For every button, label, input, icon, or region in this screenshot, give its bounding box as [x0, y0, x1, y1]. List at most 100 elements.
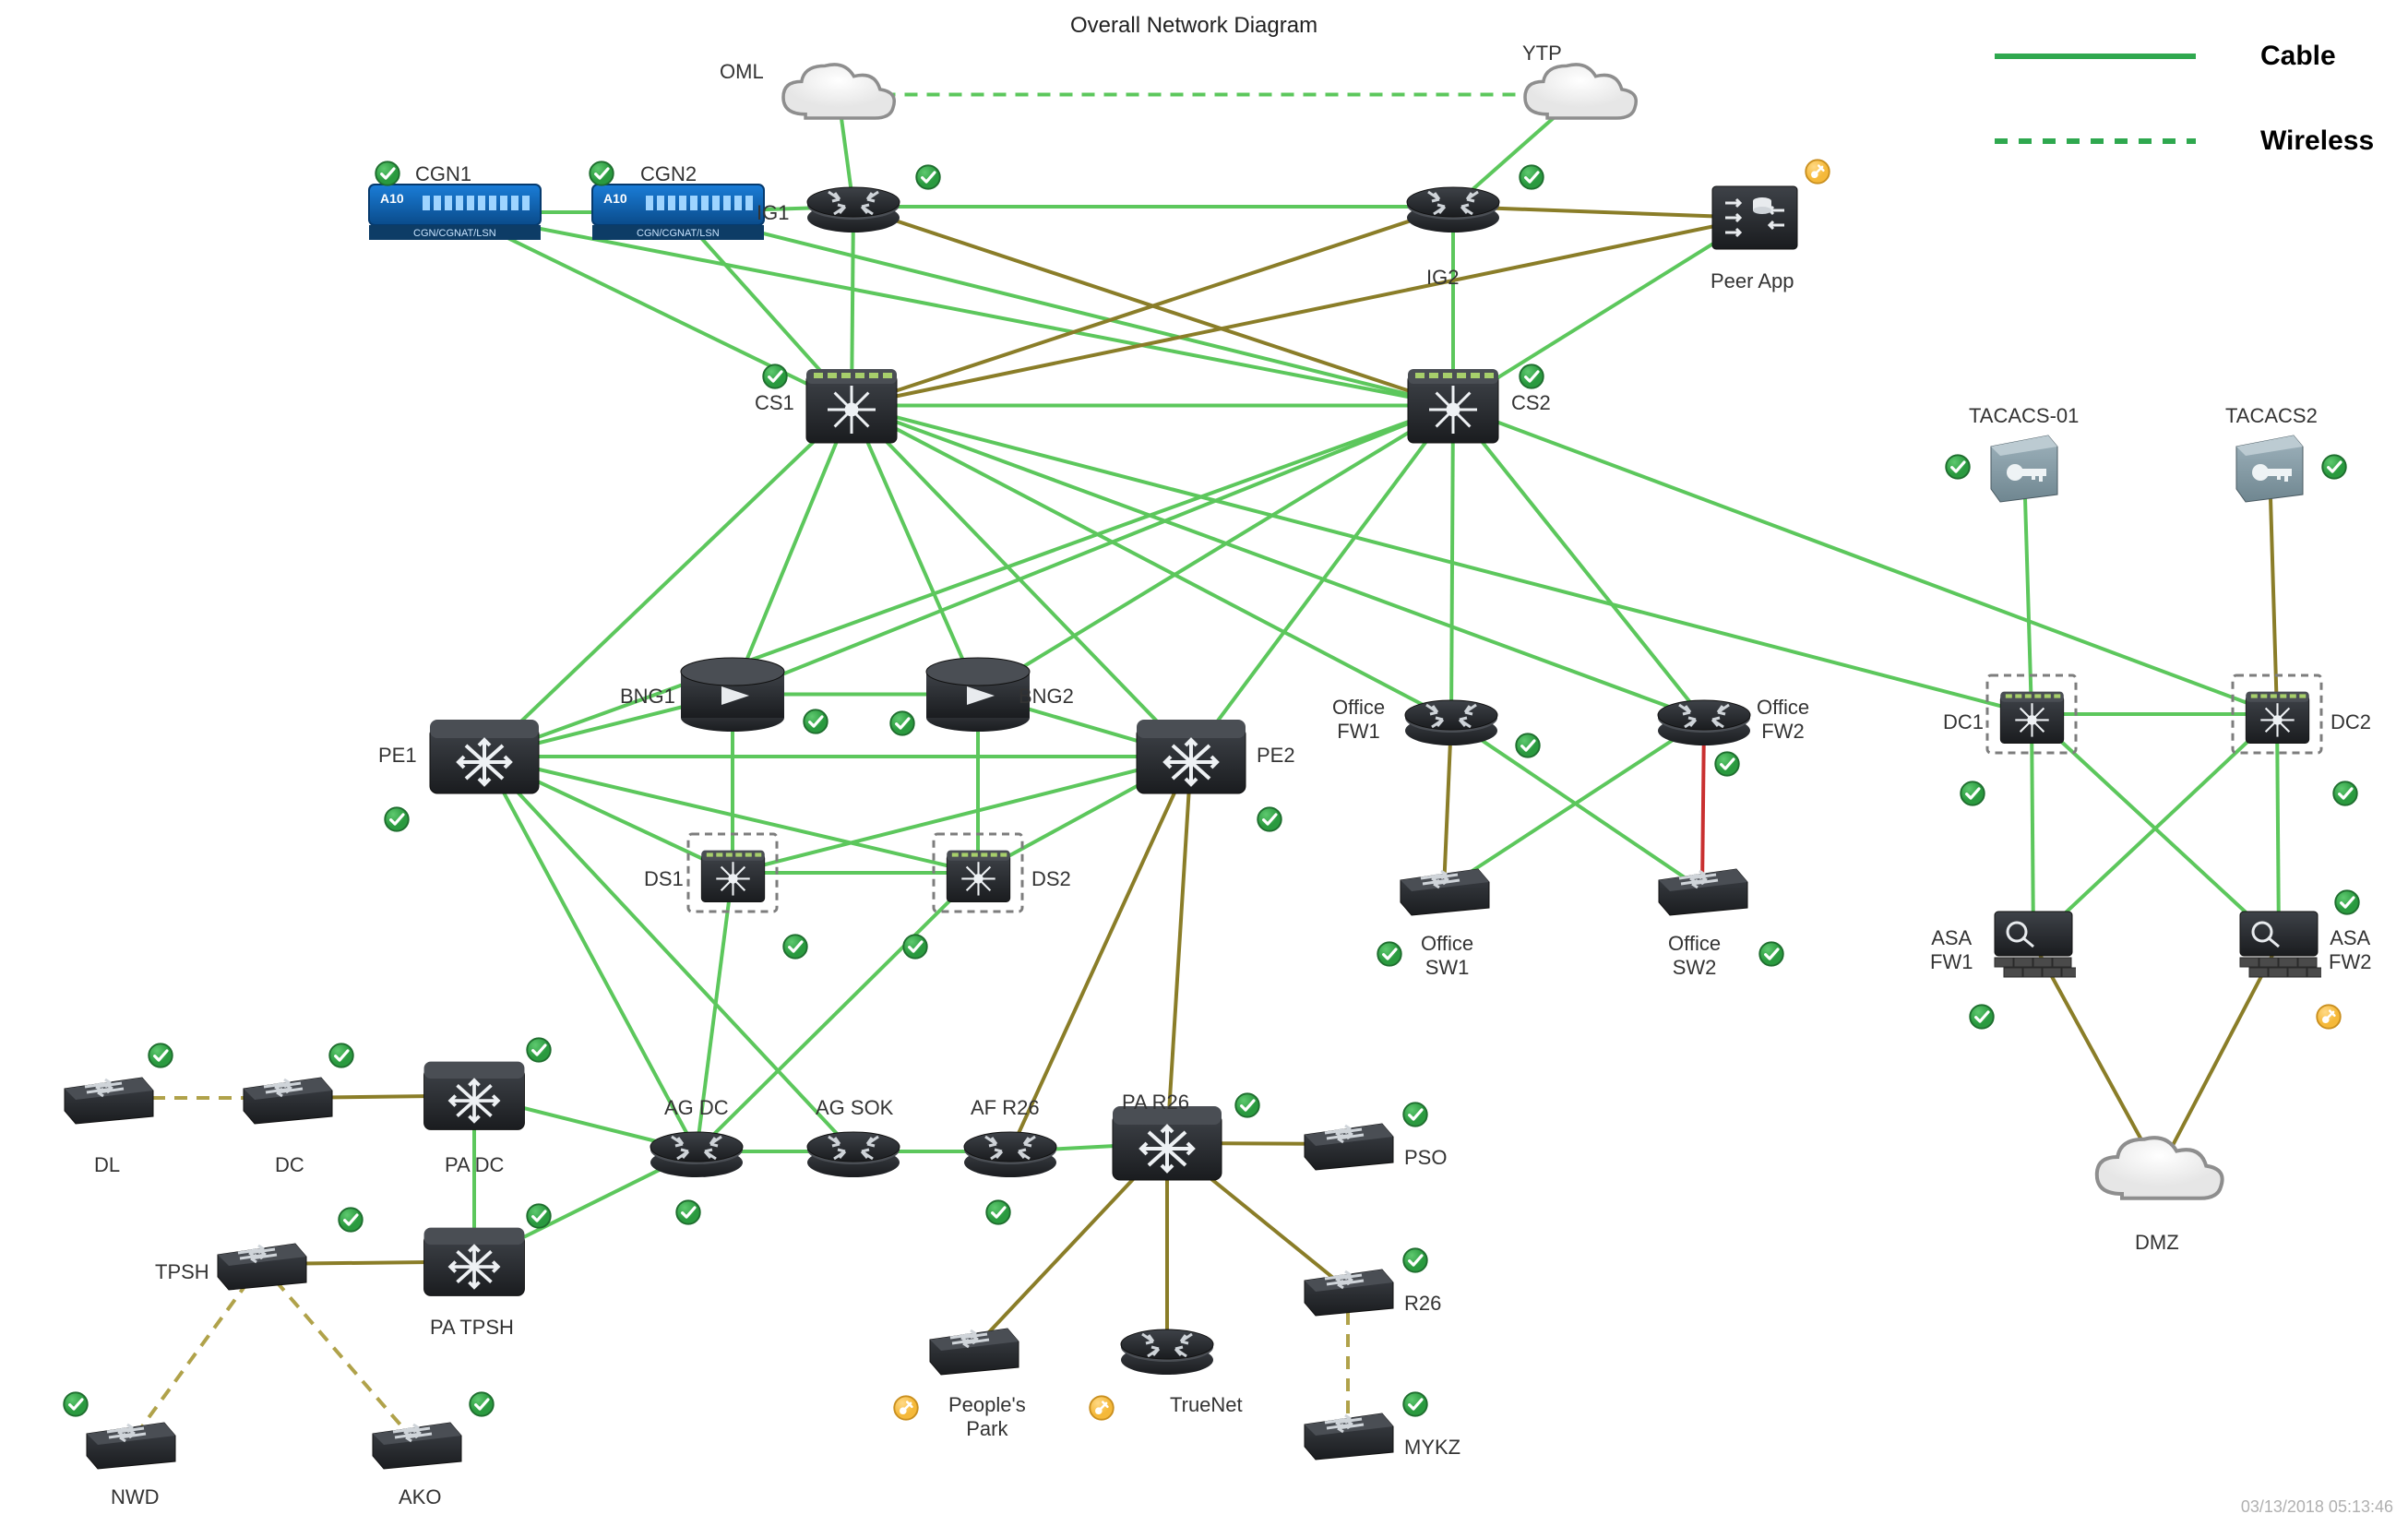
device-officefw2[interactable] [1653, 692, 1755, 747]
label-ds2: DS2 [1031, 867, 1071, 891]
status-ok-icon [1227, 1085, 1268, 1126]
diagram-title: Overall Network Diagram [1070, 13, 1317, 39]
status-ok-icon [140, 1035, 181, 1076]
label-tacacs2: TACACS2 [2225, 404, 2318, 428]
label-ds1: DS1 [644, 867, 684, 891]
device-cs1[interactable] [801, 362, 902, 449]
device-dmz[interactable] [2085, 1126, 2233, 1218]
status-ok-icon [2327, 882, 2367, 923]
label-ig2: IG2 [1426, 266, 1459, 290]
status-ok-icon [775, 926, 816, 967]
label-agdc: AG DC [664, 1096, 729, 1120]
label-officesw1: Office SW1 [1421, 932, 1473, 980]
device-r26[interactable] [1297, 1262, 1399, 1317]
device-dcsw[interactable] [236, 1070, 338, 1126]
label-tpsh: TPSH [155, 1260, 209, 1284]
device-asafw2[interactable] [2236, 906, 2321, 980]
status-ok-icon [1395, 1240, 1436, 1281]
device-peoplespark[interactable] [923, 1321, 1024, 1377]
status-ok-icon [1751, 934, 1792, 974]
label-dc2: DC2 [2331, 710, 2371, 734]
label-officefw2: Office FW2 [1757, 696, 1809, 744]
label-oml: OML [720, 60, 764, 84]
label-dl: DL [94, 1153, 120, 1177]
device-officesw2[interactable] [1651, 862, 1753, 917]
label-bng1: BNG1 [620, 685, 675, 709]
status-ok-icon [795, 701, 836, 742]
status-ok-icon [1395, 1384, 1436, 1425]
status-ok-icon [330, 1199, 371, 1240]
device-cs2[interactable] [1402, 362, 1504, 449]
label-asafw2: ASA FW2 [2329, 926, 2371, 974]
device-officefw1[interactable] [1401, 692, 1502, 747]
label-asafw1: ASA FW1 [1930, 926, 1973, 974]
status-ok-icon [1395, 1094, 1436, 1135]
legend-cable-label: Cable [2260, 41, 2336, 72]
device-tacacs2[interactable] [2231, 430, 2308, 504]
status-ok-icon [1369, 934, 1410, 974]
label-afr26: AF R26 [971, 1096, 1040, 1120]
status-ok-icon [2325, 773, 2366, 814]
status-ok-icon [1511, 356, 1552, 397]
device-ako[interactable] [365, 1415, 467, 1471]
label-peerapp: Peer App [1711, 269, 1794, 293]
status-ok-icon [1511, 157, 1552, 197]
device-bng2[interactable] [923, 655, 1033, 733]
label-mykz: MYKZ [1404, 1436, 1460, 1460]
status-ok-icon [376, 799, 417, 840]
device-mykz[interactable] [1297, 1406, 1399, 1461]
device-dc2[interactable] [2231, 674, 2323, 755]
svg-text:CGN/CGNAT/LSN: CGN/CGNAT/LSN [413, 228, 496, 239]
label-truenet: TrueNet [1170, 1393, 1243, 1417]
label-peoplespark: People's Park [948, 1393, 1026, 1441]
label-ytp: YTP [1522, 42, 1562, 66]
device-dc1[interactable] [1985, 674, 2078, 755]
status-ok-icon [882, 703, 923, 744]
status-ok-icon [1961, 996, 2002, 1037]
status-ok-icon [978, 1192, 1019, 1233]
device-asafw1[interactable] [1991, 906, 2076, 980]
label-padc: PA DC [445, 1153, 504, 1177]
status-ok-icon [668, 1192, 709, 1233]
label-dc1: DC1 [1943, 710, 1984, 734]
status-ok-icon [908, 157, 948, 197]
device-truenet[interactable] [1116, 1321, 1218, 1377]
status-ok-icon [1937, 447, 1978, 487]
label-ako: AKO [399, 1485, 441, 1509]
device-cgn2[interactable]: A10 CGN/CGNAT/LSN [590, 183, 766, 242]
device-officesw1[interactable] [1393, 862, 1495, 917]
label-nwd: NWD [111, 1485, 160, 1509]
device-bng1[interactable] [677, 655, 788, 733]
label-dmz: DMZ [2135, 1231, 2179, 1255]
device-ig2[interactable] [1402, 179, 1504, 234]
device-ds2[interactable] [932, 832, 1024, 913]
legend-wireless-line [1995, 138, 2196, 144]
device-pso[interactable] [1297, 1116, 1399, 1172]
status-ok-icon [367, 153, 408, 194]
device-ytp[interactable] [1513, 55, 1647, 134]
device-nwd[interactable] [79, 1415, 181, 1471]
label-officesw2: Office SW2 [1668, 932, 1721, 980]
status-warn-icon [1081, 1388, 1122, 1428]
label-officefw1: Office FW1 [1332, 696, 1385, 744]
network-diagram-canvas: OML YTP A10 CGN/CGNAT/LSN CGN1 A10 CGN/CG… [0, 0, 2408, 1526]
device-tacacs01[interactable] [1985, 430, 2063, 504]
device-pe2[interactable] [1131, 710, 1251, 803]
device-oml[interactable] [771, 55, 905, 134]
svg-text:CGN/CGNAT/LSN: CGN/CGNAT/LSN [637, 228, 720, 239]
device-afr26[interactable] [960, 1124, 1061, 1179]
device-padc[interactable] [419, 1052, 530, 1139]
device-tpsh[interactable] [210, 1236, 312, 1292]
device-agdc[interactable] [646, 1124, 747, 1179]
device-peerapp[interactable] [1709, 181, 1801, 255]
device-dl[interactable] [57, 1070, 159, 1126]
label-cgn1: CGN1 [415, 162, 471, 186]
device-pe1[interactable] [424, 710, 544, 803]
device-agsok[interactable] [803, 1124, 904, 1179]
device-ig1[interactable] [803, 179, 904, 234]
device-ds1[interactable] [686, 832, 779, 913]
status-ok-icon [755, 356, 795, 397]
device-patpsh[interactable] [419, 1218, 530, 1305]
legend-cable-line [1995, 54, 2196, 59]
svg-text:A10: A10 [603, 191, 627, 206]
